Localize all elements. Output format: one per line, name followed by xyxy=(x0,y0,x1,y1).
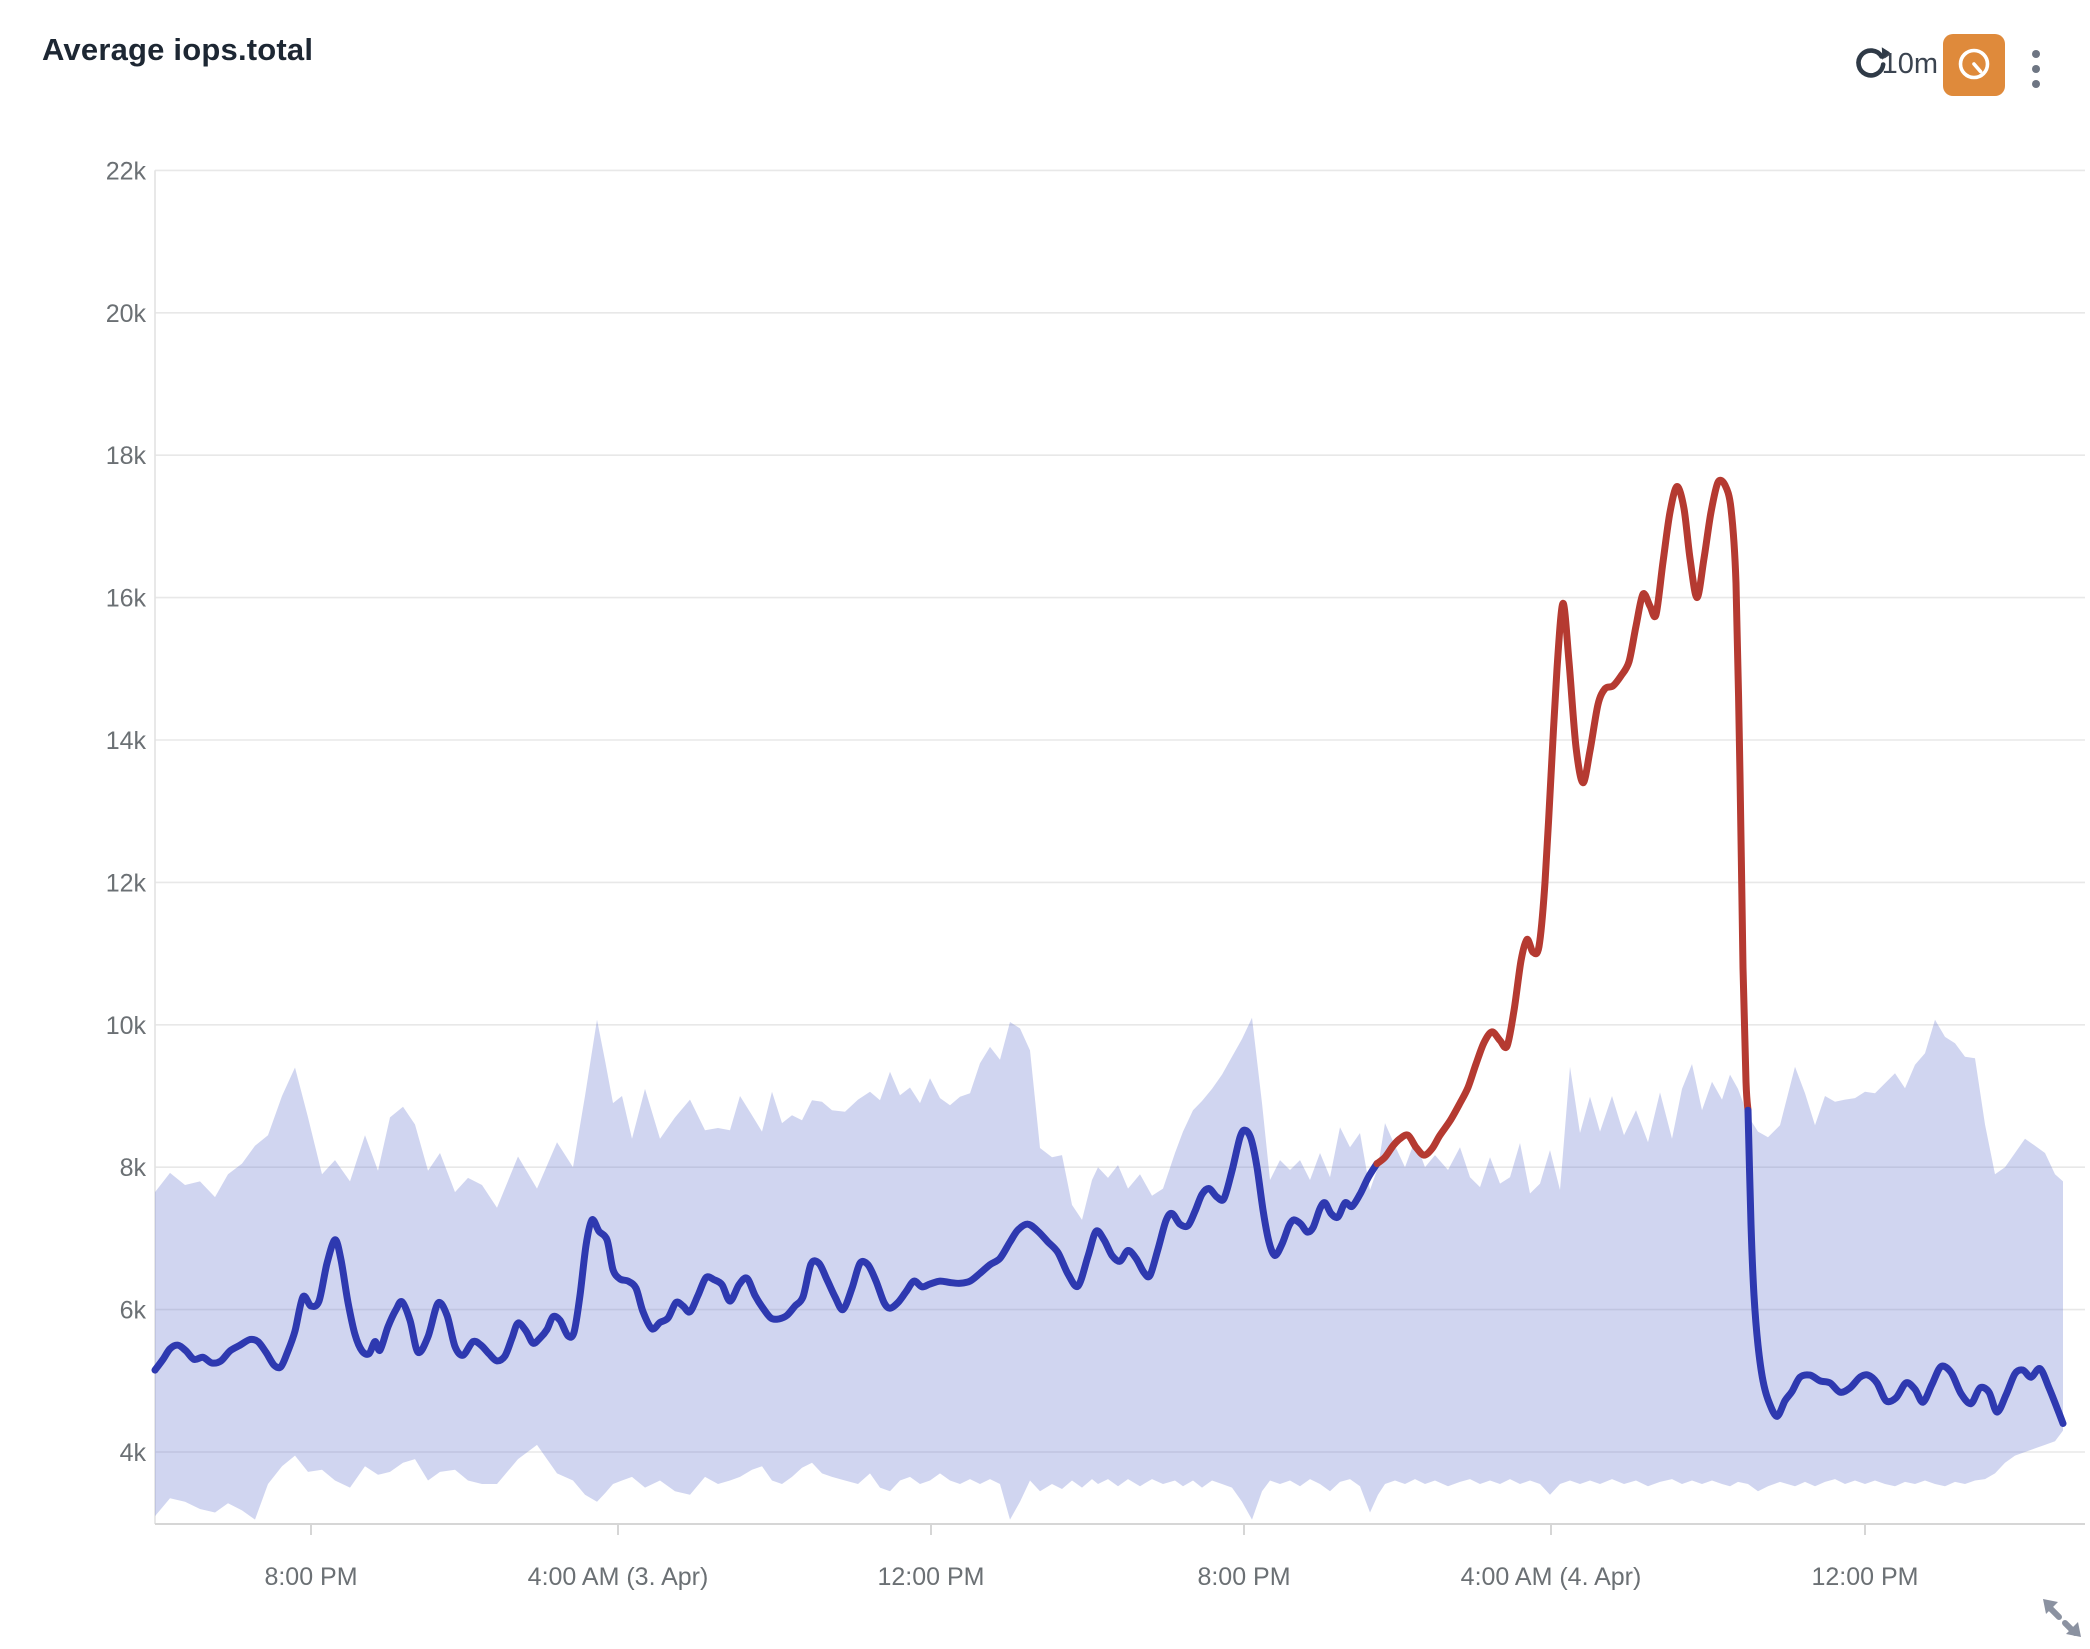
refresh-icon xyxy=(1852,47,1890,85)
refresh-interval-label[interactable]: 10m xyxy=(1881,48,1938,80)
resize-handle[interactable] xyxy=(2038,1594,2086,1642)
chart-title: Average iops.total xyxy=(42,32,314,67)
resize-diagonal-icon xyxy=(2038,1599,2086,1646)
iops-total-normal-post-anomaly xyxy=(1744,1106,2067,1427)
y-axis-tick-label: 12k xyxy=(106,869,147,897)
refresh-button[interactable] xyxy=(1852,44,1890,82)
x-axis-tick-label: 12:00 PM xyxy=(877,1563,984,1591)
y-axis-tick-label: 20k xyxy=(106,300,147,328)
y-axis-tick-label: 4k xyxy=(120,1439,147,1467)
y-axis-tick-label: 16k xyxy=(106,585,147,613)
y-axis-tick-label: 18k xyxy=(106,442,147,470)
kebab-menu-icon xyxy=(2030,50,2042,97)
y-axis-tick-label: 10k xyxy=(106,1012,147,1040)
anomaly-expected-band xyxy=(155,1017,2063,1520)
x-axis-tick-label: 8:00 PM xyxy=(1197,1563,1290,1591)
y-axis-tick-label: 8k xyxy=(120,1154,147,1182)
x-axis-tick-label: 12:00 PM xyxy=(1811,1563,1918,1591)
chart-menu-button[interactable] xyxy=(2026,48,2046,94)
iops-total-anomaly xyxy=(1373,476,1752,1168)
y-axis-tick-label: 14k xyxy=(106,727,147,755)
y-axis-tick-label: 22k xyxy=(106,157,147,185)
y-axis-tick-label: 6k xyxy=(120,1297,147,1325)
clock-icon xyxy=(1952,42,1996,89)
iops-total-normal-pre-anomaly xyxy=(151,1126,1381,1374)
time-picker-button[interactable] xyxy=(1943,34,2005,96)
x-axis-tick-label: 8:00 PM xyxy=(264,1563,357,1591)
x-axis-tick-label: 4:00 AM (3. Apr) xyxy=(528,1563,709,1591)
x-axis-tick-label: 4:00 AM (4. Apr) xyxy=(1461,1563,1642,1591)
